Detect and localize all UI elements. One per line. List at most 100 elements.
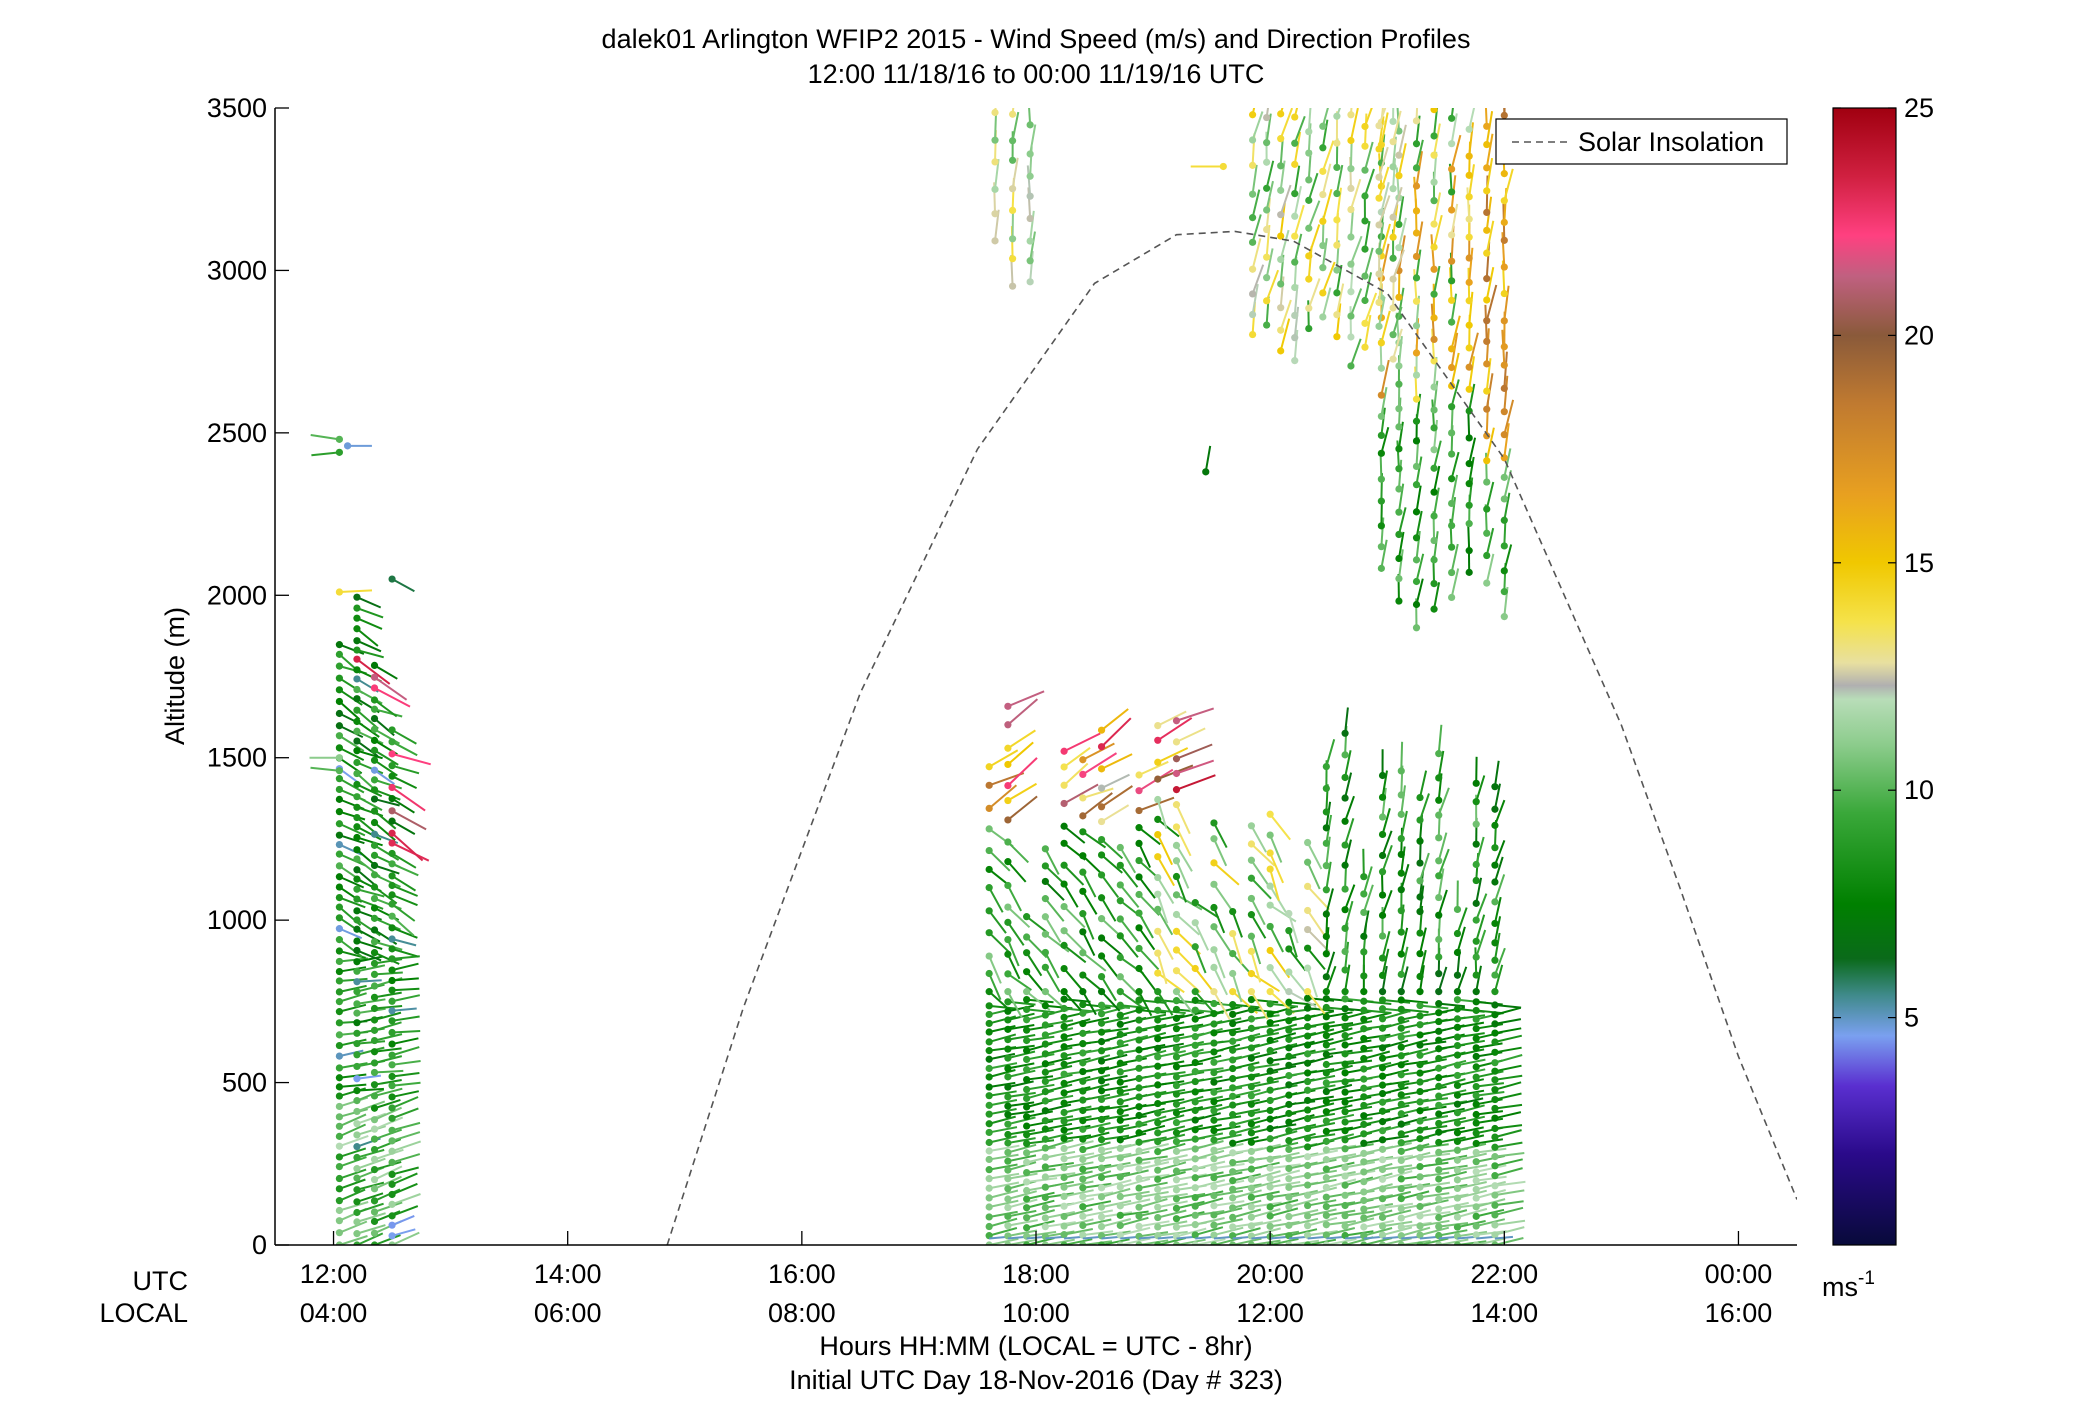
wind-barb [1347, 108, 1359, 145]
wind-barb [985, 1135, 1017, 1147]
wind-barb [1023, 1220, 1055, 1232]
wind-barb [1377, 387, 1388, 420]
wind-barb [1041, 1162, 1074, 1171]
wind-barb [1491, 1219, 1526, 1229]
wind-barb [335, 686, 363, 706]
wind-barb [1079, 1054, 1111, 1067]
wind-barb [1060, 1161, 1094, 1172]
wind-barb [1041, 1192, 1074, 1202]
wind-barb [1191, 1238, 1226, 1245]
wind-barb [1191, 1132, 1224, 1143]
wind-barb [1135, 1049, 1167, 1062]
wind-barb [1229, 1072, 1260, 1083]
wind-barb [1079, 1115, 1110, 1125]
near-ground-barb [1476, 1235, 1495, 1240]
wind-barb [1397, 946, 1409, 978]
wind-barb [335, 722, 364, 738]
wind-barb [1360, 1219, 1395, 1231]
wind-barb [353, 747, 383, 760]
wind-barb [1097, 1016, 1130, 1027]
wind-barb [1041, 895, 1065, 922]
wind-barb [1116, 1123, 1148, 1134]
wind-barb [1322, 861, 1332, 894]
wind-barb [1191, 1067, 1224, 1076]
wind-barb [1154, 949, 1168, 985]
wind-barb [1472, 1110, 1504, 1119]
wind-barb [1135, 988, 1153, 1017]
wind-barb [1154, 873, 1175, 905]
wind-barb [1483, 553, 1495, 587]
wind-barb [370, 1011, 402, 1024]
wind-barb [335, 966, 367, 976]
wind-barb [1285, 945, 1307, 972]
wind-barb [1097, 1199, 1132, 1211]
wind-barb [1304, 1133, 1336, 1142]
wind-barb [985, 1153, 1019, 1164]
wind-barb [1172, 1124, 1204, 1137]
wind-barb [1247, 988, 1269, 1020]
wind-barb [1483, 527, 1495, 560]
wind-barb [1361, 314, 1372, 351]
wind-barb [1041, 1172, 1076, 1181]
wind-barb [1472, 1138, 1504, 1148]
wind-barb [1202, 445, 1212, 476]
wind-barb [1430, 582, 1441, 613]
wind-barb [335, 697, 361, 721]
wind-barb [1416, 927, 1427, 958]
wind-barb [1377, 310, 1391, 347]
wind-barb [1154, 1193, 1188, 1202]
wind-barb [1377, 426, 1390, 457]
utc-row-label: UTC [133, 1266, 189, 1296]
wind-barb [1435, 1059, 1467, 1072]
wind-barb [370, 1068, 404, 1077]
wind-barb [1026, 231, 1036, 265]
wind-barb [1041, 1211, 1075, 1222]
near-ground-barb [1138, 1235, 1158, 1240]
wind-barb [1247, 932, 1262, 965]
wind-barb [1378, 965, 1388, 996]
wind-barb [1154, 1033, 1185, 1043]
wind-barb [370, 705, 403, 718]
wind-barb [1305, 123, 1313, 157]
wind-barb [370, 661, 398, 680]
wind-barb [1291, 131, 1302, 168]
wind-barb [1397, 846, 1406, 877]
local-row-label: LOCAL [99, 1298, 188, 1328]
wind-barb [1472, 1091, 1505, 1100]
wind-barb [1435, 1170, 1467, 1183]
wind-barb [388, 772, 418, 789]
wind-barb [1041, 1131, 1073, 1143]
wind-barb [1079, 1083, 1110, 1095]
wind-barb [370, 1106, 403, 1124]
wind-barb [353, 1086, 384, 1095]
wind-barb [1435, 1000, 1466, 1008]
wind-barb [991, 108, 999, 117]
wind-barb [1397, 810, 1408, 843]
legend-label: Solar Insolation [1578, 127, 1764, 157]
wind-barb [1266, 1151, 1300, 1163]
wind-barb [370, 1098, 401, 1112]
wind-barb [353, 1157, 386, 1173]
wind-barb [1172, 823, 1192, 857]
wind-barb [1079, 1209, 1113, 1220]
wind-barb [1266, 1023, 1298, 1036]
wind-barb [1304, 1095, 1334, 1105]
wind-barb [335, 984, 367, 996]
wind-barb [1172, 872, 1187, 903]
wind-barb [1412, 456, 1423, 489]
wind-barb [1172, 1106, 1204, 1117]
wind-barb [1341, 1049, 1373, 1058]
wind-barb [1361, 108, 1373, 131]
wind-barb [1360, 1033, 1391, 1043]
wind-barb [1389, 186, 1403, 221]
wind-barb [1378, 1030, 1411, 1042]
wind-barb [1060, 1170, 1093, 1182]
wind-barb [1360, 1194, 1393, 1205]
near-ground-barb [1157, 1235, 1176, 1240]
wind-barb [1435, 1089, 1467, 1100]
wind-barb [1060, 1115, 1092, 1125]
wind-barb [1154, 1006, 1186, 1015]
wind-barb [1416, 1040, 1447, 1049]
wind-barb [1375, 166, 1390, 202]
wind-barb [1041, 845, 1060, 875]
